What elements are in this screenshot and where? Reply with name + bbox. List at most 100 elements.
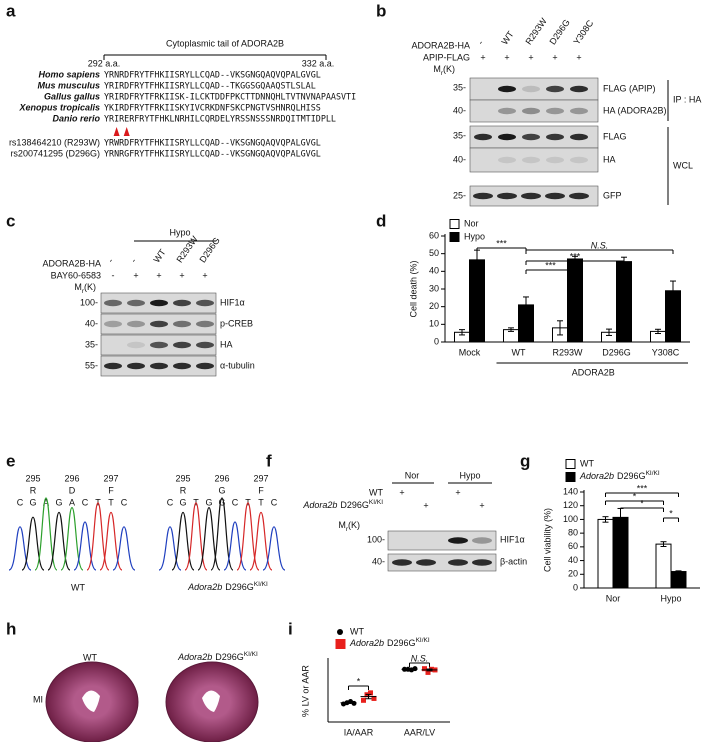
blot-label: HA (603, 154, 616, 164)
data-point (412, 666, 418, 672)
blot-label: p-CREB (220, 318, 253, 328)
sequence: YRNRDFRYTFHKIISRYLLCQAD--VKSGNGQAQVQPALG… (104, 70, 321, 80)
y-tick-label: 0 (434, 336, 439, 346)
chromatogram-peak (236, 502, 260, 571)
bar (616, 261, 632, 343)
panel-label: d (376, 211, 386, 230)
band (150, 362, 168, 370)
y-tick-label: 40 (429, 266, 439, 276)
base-call: C (232, 497, 239, 507)
position: 297 (253, 473, 268, 483)
band (196, 362, 214, 370)
row-label: Adora2b D296GKI/KI (302, 499, 383, 511)
lane-mark: + (133, 270, 138, 280)
species-name: Homo sapiens (38, 69, 100, 79)
band (498, 107, 516, 115)
allele: D296G (215, 652, 244, 662)
base-call: G (218, 497, 225, 507)
significance-label: *** (545, 260, 556, 270)
chromatogram-peak (34, 497, 58, 571)
mr-unit: (K) (348, 520, 360, 530)
mr-sub: r (82, 288, 85, 295)
trace-caption: Adora2b D296GKI/KI (187, 581, 268, 593)
blot (387, 553, 497, 572)
significance-label: *** (496, 238, 507, 248)
x-tick-label: R293W (552, 347, 583, 357)
tag-label: APIP-FLAG (423, 52, 470, 62)
legend-label: WT (350, 626, 364, 636)
allele: D296G (617, 471, 646, 481)
x-tick-label: D296G (602, 347, 631, 357)
band (416, 559, 436, 566)
y-tick-label: 100 (563, 514, 578, 524)
blot-label: α-tubulin (220, 360, 255, 370)
lane-mark: + (479, 500, 484, 510)
y-tick-label: 20 (568, 569, 578, 579)
base-call: A (69, 497, 75, 507)
bar (612, 516, 629, 589)
band (545, 192, 565, 200)
image-caption: WT (83, 652, 97, 662)
sequence: YRIRDFRYTFHKIISRYLLCQAD--TKGGSGQAAQSTLSL… (104, 81, 316, 91)
panel-label: b (376, 1, 386, 20)
row-label: MI (33, 694, 43, 704)
legend-symbol (335, 639, 346, 649)
legend-symbol (565, 472, 576, 482)
lane-mark: + (480, 52, 485, 62)
panel-label: a (6, 1, 16, 20)
mr-m: M (74, 282, 82, 292)
band (196, 341, 214, 349)
superscript: KI/KI (244, 651, 258, 658)
panel-label: c (6, 211, 15, 230)
band (392, 559, 412, 566)
x-tick-label: AAR/LV (404, 727, 435, 737)
marker-label: 35- (453, 82, 466, 92)
panel-label: e (6, 451, 15, 470)
marker-label: 35- (85, 339, 98, 349)
lane-label: WT (151, 247, 168, 265)
condition-label: Hypo (169, 227, 190, 237)
lane-mark: + (576, 52, 581, 62)
sequence: YRIRERFRYTFHKLNRHILCQRDELYRSSNSSSNRDQITM… (104, 114, 336, 124)
heart-lumen (82, 690, 100, 712)
sequence: YKIRDFRYTFRKIISKYIVCRKDNFSKCPNGTVSHNRQLH… (104, 103, 321, 113)
base-call: C (167, 497, 174, 507)
blot-label: HIF1α (220, 297, 245, 307)
significance-label: * (640, 498, 644, 508)
lane-mark: + (504, 52, 509, 62)
data-point (361, 697, 366, 703)
band (173, 299, 191, 307)
mr-sub: r (346, 526, 349, 533)
band (196, 299, 214, 307)
band (127, 320, 145, 328)
band (522, 85, 540, 93)
blot-label: FLAG (APIP) (603, 83, 656, 93)
alignment-title: Cytoplasmic tail of ADORA2B (166, 38, 284, 48)
lane-mark: + (399, 487, 404, 497)
y-tick-label: 10 (429, 319, 439, 329)
legend-label: Hypo (464, 231, 485, 241)
chromatogram-peak (210, 497, 234, 571)
position: 296 (214, 473, 229, 483)
range-end: 332 a.a. (302, 58, 335, 68)
species-name: Xenopus tropicalis (18, 102, 100, 112)
chromatogram-peak (86, 502, 110, 571)
chromatogram-peak (184, 502, 208, 571)
position: 296 (64, 473, 79, 483)
superscript: KI/KI (369, 499, 383, 506)
image-caption: Adora2b D296GKI/KI (177, 651, 258, 663)
lane-mark: + (202, 270, 207, 280)
mr-label: Mr(K) (74, 282, 96, 294)
allele: D296G (225, 582, 254, 592)
marker-label: 40- (453, 154, 466, 164)
chromatogram-peak (99, 511, 123, 571)
legend-label: WT (580, 458, 594, 468)
band (473, 192, 493, 200)
significance-label: *** (637, 483, 648, 493)
data-point (368, 690, 373, 696)
blot-label: HA (220, 339, 233, 349)
chromatogram-peak (60, 506, 84, 571)
x-tick-label: Hypo (660, 593, 681, 603)
gene: Adora2b (302, 500, 337, 510)
